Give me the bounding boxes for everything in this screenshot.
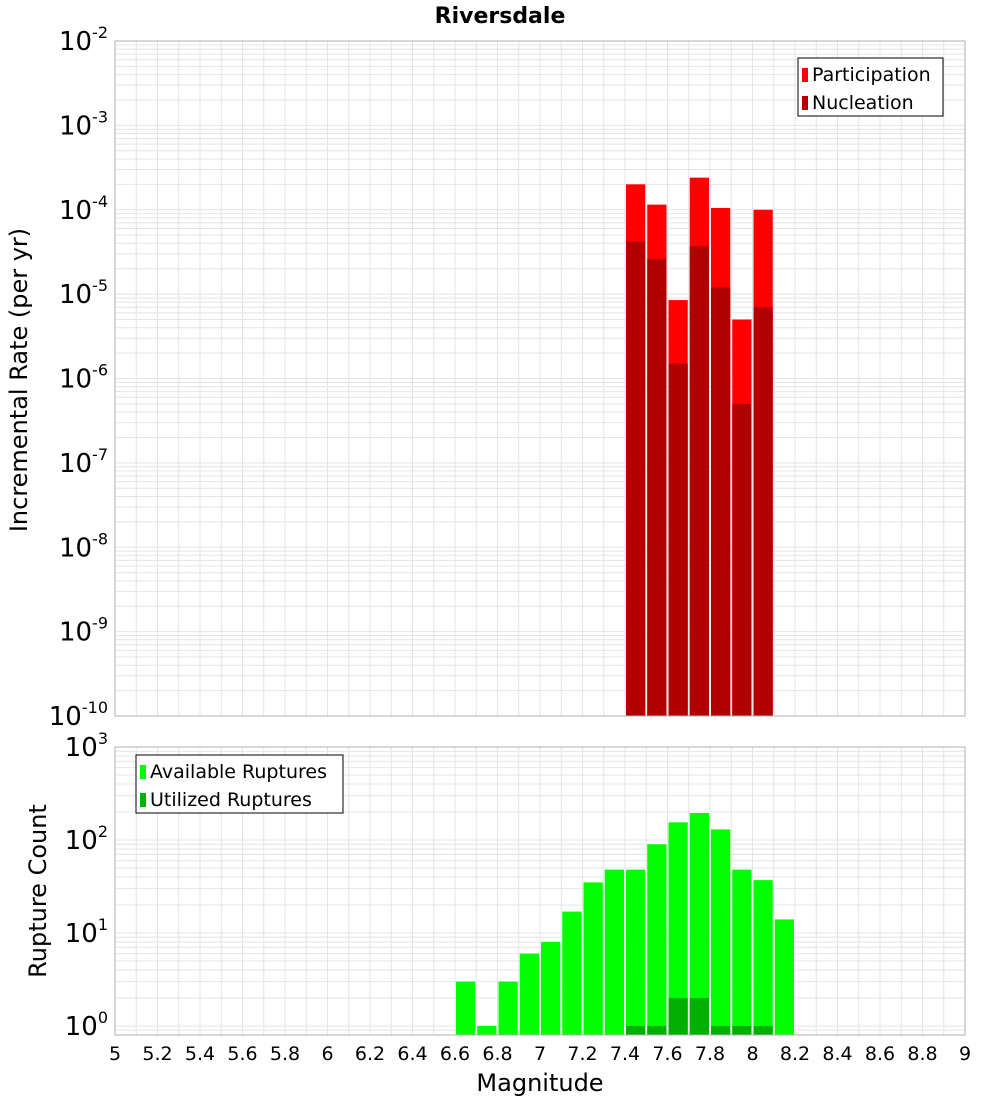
rate-y-tick-label: 10-3 [59,107,108,141]
nucleation-bar [647,259,667,716]
rate-legend-label: Participation [812,64,931,86]
available-ruptures-bar [519,953,539,1035]
available-ruptures-bar [732,869,752,1035]
rate-plot: 10-10 10-9 10-8 10-7 10-6 10-5 10-4 10-3 10-2 In… [5,23,966,732]
count-y-tick-label: 103 [65,729,108,763]
rate-y-tick-label: 10-8 [59,529,108,563]
available-ruptures-bar [753,880,773,1035]
nucleation-bar [689,246,709,716]
rate-y-tick-label: 10-2 [59,23,108,57]
x-tick-label: 5 [109,1043,121,1065]
nucleation-bar [626,241,646,717]
available-ruptures-bar [456,981,476,1035]
x-tick-label: 6.4 [397,1043,427,1065]
x-tick-label: 5.6 [227,1043,257,1065]
available-ruptures-bar [604,869,624,1035]
rate-y-axis-title: Incremental Rate (per yr) [5,228,33,532]
rate-plot-grid [114,40,966,717]
nucleation-bar [711,287,731,716]
count-y-axis-title: Rupture Count [24,804,52,978]
available-ruptures-bar [689,813,709,1035]
available-ruptures-bar [647,844,667,1035]
count-plot-bars [456,813,794,1035]
count-legend-swatch [140,765,146,779]
nucleation-bar [732,403,752,716]
x-tick-label: 8.6 [865,1043,895,1065]
rate-y-tick-label: 10-5 [59,276,108,310]
count-legend-box [135,754,344,814]
chart-title: Riversdale [435,4,566,29]
rate-y-tick-label: 10-9 [59,614,108,648]
available-ruptures-bar [498,981,518,1035]
x-tick-label: 7.8 [695,1043,725,1065]
count-y-tick-label: 101 [65,915,108,949]
x-tick-label: 5.8 [270,1043,300,1065]
available-ruptures-bar [583,882,603,1035]
x-tick-label: 7.6 [652,1043,682,1065]
rate-legend-swatch [802,68,808,82]
x-tick-label: 6 [321,1043,333,1065]
available-ruptures-bar [477,1025,497,1035]
x-tick-label: 8 [746,1043,758,1065]
rate-plot-frame [114,40,966,717]
x-tick-label: 9 [959,1043,971,1065]
rate-legend-box [797,57,944,117]
count-y-tick-label: 100 [65,1008,108,1042]
count-plot: 100 101 102 103 Rupture Count Available Rup… [24,729,971,1097]
rate-y-tick-label: 10-10 [49,698,108,732]
utilized-ruptures-bar [647,1025,667,1035]
utilized-ruptures-bar [753,1025,773,1035]
x-tick-label: 8.4 [822,1043,852,1065]
x-tick-label: 8.8 [907,1043,937,1065]
count-y-ticks: 100 101 102 103 [65,729,108,1042]
x-tick-label: 6.6 [440,1043,470,1065]
utilized-ruptures-bar [689,997,709,1035]
available-ruptures-bar [562,911,582,1035]
nucleation-bar [753,307,773,716]
available-ruptures-bar [774,919,794,1035]
rate-y-tick-label: 10-7 [59,445,108,479]
count-legend-label: Available Ruptures [150,761,327,783]
rate-legend-swatch [802,96,808,110]
x-tick-label: 5.2 [142,1043,172,1065]
x-tick-label: 7.4 [610,1043,640,1065]
x-ticks: 5 5.2 5.4 5.6 5.8 6 6.2 6.4 6.6 6.8 7 7.2 7.4 7.6 7.8 8… [109,1043,971,1065]
count-legend: Available Ruptures Utilized Ruptures [135,754,344,814]
x-axis-title: Magnitude [476,1069,603,1097]
available-ruptures-bar [626,869,646,1035]
count-y-tick-label: 102 [65,822,108,856]
utilized-ruptures-bar [626,1025,646,1035]
count-plot-frame [114,746,966,1036]
x-tick-label: 7 [534,1043,546,1065]
utilized-ruptures-bar [711,1025,731,1035]
utilized-ruptures-bar [668,997,688,1035]
x-tick-label: 6.8 [482,1043,512,1065]
count-legend-label: Utilized Ruptures [150,789,312,811]
x-tick-label: 6.2 [355,1043,385,1065]
x-tick-label: 5.4 [185,1043,215,1065]
rate-y-tick-label: 10-6 [59,361,108,395]
rate-y-tick-label: 10-4 [59,192,108,226]
rate-plot-bars [626,177,773,717]
available-ruptures-bar [668,822,688,1035]
rate-legend-label: Nucleation [812,92,914,114]
available-ruptures-bar [541,942,561,1035]
rate-legend: Participation Nucleation [797,57,944,117]
x-tick-label: 8.2 [780,1043,810,1065]
available-ruptures-bar [711,829,731,1035]
x-tick-label: 7.2 [567,1043,597,1065]
count-legend-swatch [140,793,146,807]
nucleation-bar [668,363,688,716]
rate-y-ticks: 10-10 10-9 10-8 10-7 10-6 10-5 10-4 10-3 10-2 [49,23,108,732]
utilized-ruptures-bar [732,1025,752,1035]
